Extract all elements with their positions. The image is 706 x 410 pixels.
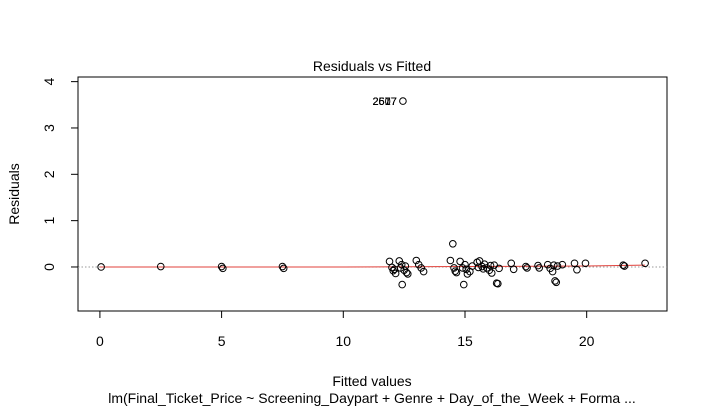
residual-point: [459, 280, 468, 289]
residual-point: [97, 263, 105, 271]
outlier-overprint-text: 2617: [372, 96, 396, 108]
residual-point: [486, 261, 495, 270]
residual-point: [450, 264, 458, 272]
chart-title: Residuals vs Fitted: [313, 58, 431, 74]
residual-point: [494, 279, 502, 288]
residual-point: [449, 240, 457, 248]
residual-point: [398, 280, 406, 289]
residual-point: [403, 270, 412, 278]
plot-frame: [77, 76, 668, 312]
residual-point: [573, 265, 581, 274]
residual-point: [552, 278, 561, 287]
x-tick-label: 20: [579, 333, 595, 349]
y-tick-label: 0: [41, 263, 57, 271]
residual-point: [461, 260, 469, 269]
residual-points: [97, 97, 649, 289]
residual-point: [641, 259, 649, 268]
residual-point: [412, 256, 421, 265]
residual-point: [395, 257, 404, 265]
residual-point: [558, 260, 567, 269]
x-tick-label: 10: [336, 333, 352, 349]
y-tick-label: 2: [41, 170, 57, 178]
residual-point: [451, 267, 460, 275]
residual-point: [463, 270, 472, 278]
residual-point: [570, 259, 579, 268]
lowess-smoother-line: [99, 264, 646, 268]
residual-point: [156, 262, 165, 271]
residual-point: [620, 262, 629, 270]
residual-point: [550, 261, 558, 269]
residual-point: [553, 262, 562, 270]
x-axis: 0 5 10 15 20: [96, 310, 595, 349]
residual-point: [217, 262, 226, 271]
y-axis: 0 1 2 3 4: [41, 78, 79, 271]
residual-point: [535, 264, 544, 272]
residual-point: [417, 264, 425, 272]
residual-point: [495, 264, 503, 273]
residual-point: [279, 264, 288, 273]
residual-point: [509, 265, 518, 274]
residual-point: [551, 277, 559, 285]
residual-point: [388, 263, 396, 272]
x-axis-label: Fitted values: [332, 373, 411, 389]
residual-point: [452, 268, 461, 277]
residual-point: [402, 268, 411, 277]
residual-point: [399, 97, 407, 105]
y-tick-label: 1: [41, 217, 57, 225]
residual-point: [419, 267, 428, 276]
residual-point: [619, 261, 627, 269]
x-tick-label: 15: [457, 333, 473, 349]
residual-point: [523, 264, 531, 272]
model-formula-subtitle: lm(Final_Ticket_Price ~ Screening_Daypar…: [108, 390, 636, 406]
outlier-overprint-text: 2577: [372, 96, 396, 108]
residual-point: [446, 256, 455, 265]
residual-point: [278, 262, 287, 271]
y-tick-label: 4: [41, 78, 57, 86]
residual-point: [219, 264, 227, 273]
residual-point: [456, 257, 464, 266]
residual-point: [391, 269, 400, 278]
x-tick-label: 5: [218, 333, 226, 349]
y-axis-label: Residuals: [6, 163, 22, 224]
outlier-overprint-text: 2607: [372, 96, 396, 108]
residual-point: [581, 259, 590, 268]
y-tick-label: 3: [41, 124, 57, 132]
x-tick-label: 0: [96, 333, 104, 349]
residual-point: [522, 262, 530, 271]
residual-point: [487, 269, 496, 277]
